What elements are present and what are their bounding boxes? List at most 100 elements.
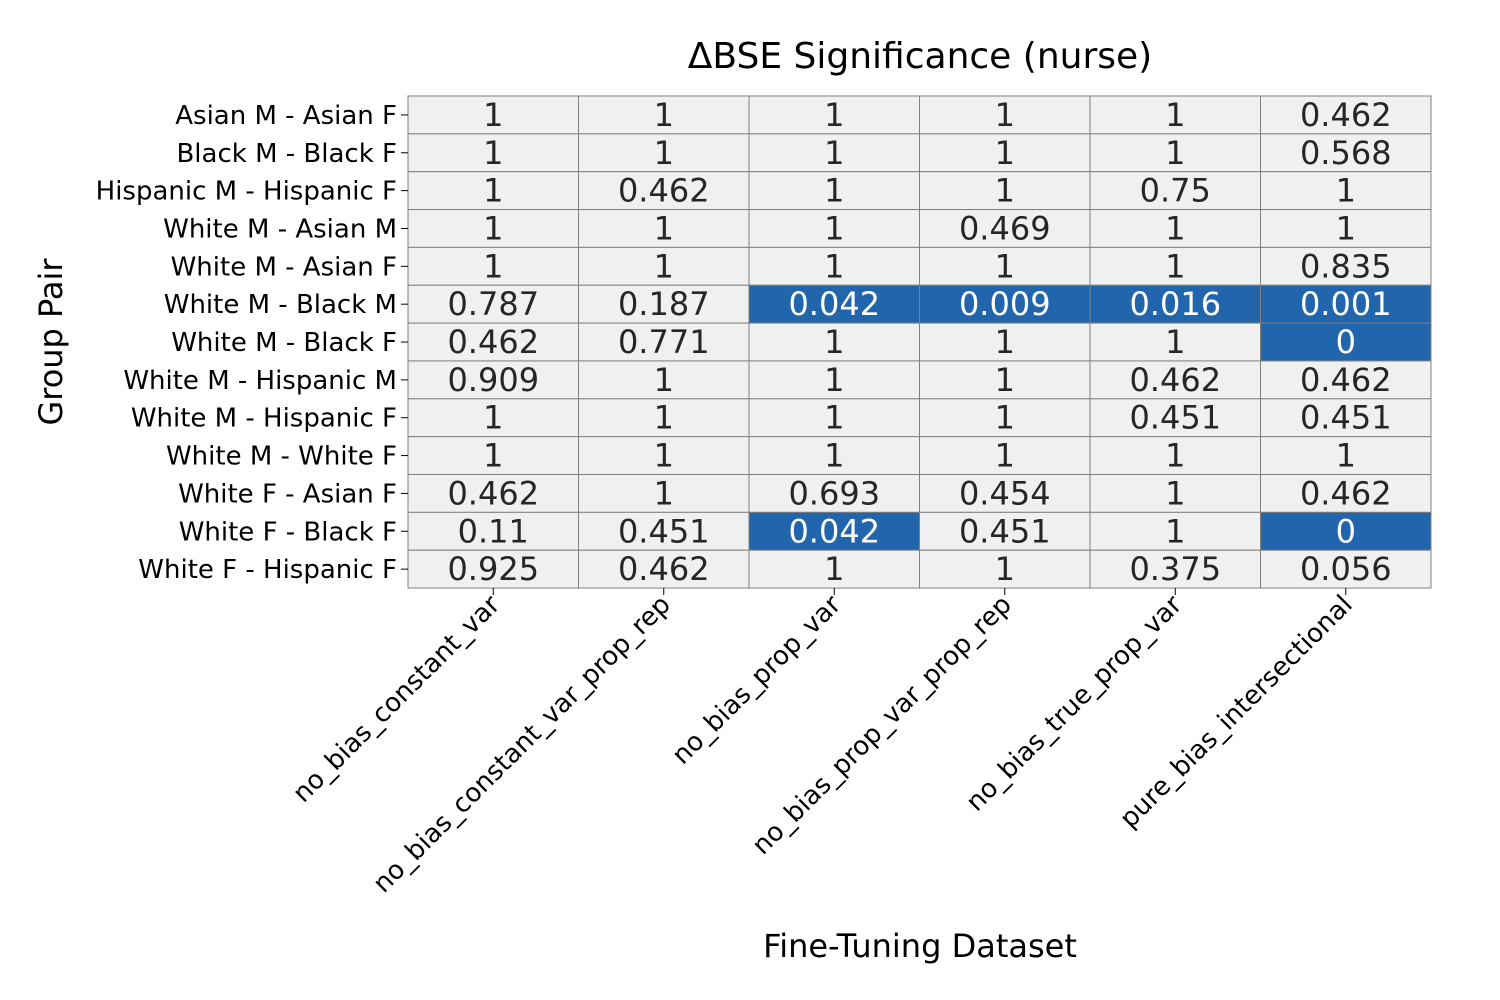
cell-value-label: 0.462 (447, 474, 539, 512)
cell-value-label: 1 (824, 96, 844, 134)
heatmap-cell (919, 360, 1091, 400)
cell-value-label: 1 (654, 96, 674, 134)
cell-value-label: 1 (1336, 437, 1356, 475)
cell-value-label: 1 (654, 437, 674, 475)
y-tick-label: White M - Asian F (171, 252, 397, 282)
heatmap-cell (1260, 133, 1432, 173)
cell-value-label: 1 (483, 172, 503, 210)
cell-value-label: 1 (824, 134, 844, 172)
cell-value-label: 1 (1336, 209, 1356, 247)
cell-value-label: 1 (654, 474, 674, 512)
cell-value-label: 0.056 (1300, 550, 1392, 588)
heatmap-cell (919, 511, 1091, 551)
cell-value-label: 0.462 (1300, 361, 1392, 399)
cell-value-label: 1 (483, 247, 503, 285)
cell-value-label: 1 (483, 134, 503, 172)
heatmap-cell (1260, 398, 1432, 438)
y-tick-label: White M - Black F (171, 328, 397, 358)
cell-value-label: 1 (1165, 96, 1185, 134)
heatmap-cell (578, 398, 750, 438)
cell-value-label: 1 (824, 399, 844, 437)
heatmap-cell (578, 436, 750, 475)
cell-value-label: 0.75 (1140, 172, 1211, 210)
cell-value-label: 0.693 (788, 474, 880, 512)
cell-value-label: 0 (1336, 323, 1356, 361)
cell-value-label: 1 (995, 437, 1015, 475)
cell-value-label: 1 (995, 247, 1015, 285)
cell-value-label: 1 (1165, 512, 1185, 550)
cell-value-label: 1 (995, 96, 1015, 134)
cell-value-label: 1 (995, 134, 1015, 172)
heatmap-cell (1260, 171, 1432, 211)
heatmap-cell (578, 171, 750, 211)
y-tick-label: White M - Hispanic F (131, 404, 397, 434)
cell-value-label: 1 (995, 172, 1015, 210)
cell-value-label: 0.001 (1300, 285, 1392, 323)
cell-value-label: 1 (824, 550, 844, 588)
cell-value-label: 1 (483, 96, 503, 134)
heatmap-cell (748, 209, 920, 248)
heatmap-cell (1260, 549, 1432, 589)
heatmap-cell (407, 246, 579, 286)
heatmap-cell (919, 95, 1091, 135)
cell-value-label: 0.454 (959, 474, 1051, 512)
chart-title: ΔBSE Significance (nurse) (688, 36, 1152, 77)
heatmap-cell (1260, 322, 1432, 362)
heatmap-cell (578, 133, 750, 173)
heatmap-cell (1089, 398, 1261, 438)
cell-value-label: 1 (1165, 134, 1185, 172)
cell-value-label: 1 (1165, 437, 1185, 475)
heatmap-cell (578, 549, 750, 589)
heatmap-cell (1089, 209, 1261, 248)
heatmap-cell (919, 133, 1091, 173)
y-tick-label: Asian M - Asian F (175, 101, 397, 131)
heatmap-cell (407, 284, 579, 324)
heatmap-cell (407, 398, 579, 438)
cell-value-label: 0.462 (1300, 474, 1392, 512)
cell-value-label: 1 (1165, 209, 1185, 247)
y-tick-label: White M - Hispanic M (123, 366, 397, 396)
cell-value-label: 0.462 (618, 550, 710, 588)
cell-value-label: 0.568 (1300, 134, 1392, 172)
heatmap-cell (748, 95, 920, 135)
heatmap-cell (407, 360, 579, 400)
cell-value-label: 1 (995, 323, 1015, 361)
heatmap-cell (748, 549, 920, 589)
heatmap-cell (1260, 246, 1432, 286)
y-tick-label: White F - Asian F (178, 479, 397, 509)
heatmap-cell (1260, 474, 1432, 513)
y-tick-label: White M - White F (166, 442, 397, 472)
y-tick-label: White F - Hispanic F (138, 555, 397, 585)
heatmap-cell (1089, 360, 1261, 400)
cell-value-label: 1 (824, 361, 844, 399)
x-axis-ticks: no_bias_constant_varno_bias_constant_var… (287, 588, 1359, 899)
cell-value-label: 1 (1336, 172, 1356, 210)
cell-value-label: 1 (824, 247, 844, 285)
cell-value-label: 1 (483, 437, 503, 475)
heatmap-cell (407, 549, 579, 589)
y-tick-label: White F - Black F (179, 517, 397, 547)
x-tick-label: no_bias_prop_var (666, 590, 847, 771)
cell-value-label: 0.462 (1129, 361, 1221, 399)
cell-value-label: 1 (824, 172, 844, 210)
y-axis-label: Group Pair (32, 258, 70, 426)
cell-value-label: 1 (483, 209, 503, 247)
cell-value-label: 0.469 (959, 209, 1051, 247)
heatmap-cell (1260, 360, 1432, 400)
heatmap-cell (407, 322, 579, 362)
cell-value-label: 0.462 (618, 172, 710, 210)
x-axis-label: Fine-Tuning Dataset (763, 927, 1077, 965)
y-tick-label: White M - Asian M (163, 214, 397, 244)
y-tick-label: Black M - Black F (176, 139, 397, 169)
cell-value-label: 0.835 (1300, 247, 1392, 285)
cell-value-label: 1 (654, 361, 674, 399)
cell-value-label: 0.375 (1129, 550, 1221, 588)
cell-value-label: 0.042 (788, 512, 880, 550)
cell-value-label: 0 (1336, 512, 1356, 550)
heatmap-cell (1260, 511, 1432, 551)
cell-value-label: 0.11 (458, 512, 529, 550)
cell-value-label: 0.451 (959, 512, 1051, 550)
heatmap-cell (748, 398, 920, 438)
cell-value-label: 0.042 (788, 285, 880, 323)
